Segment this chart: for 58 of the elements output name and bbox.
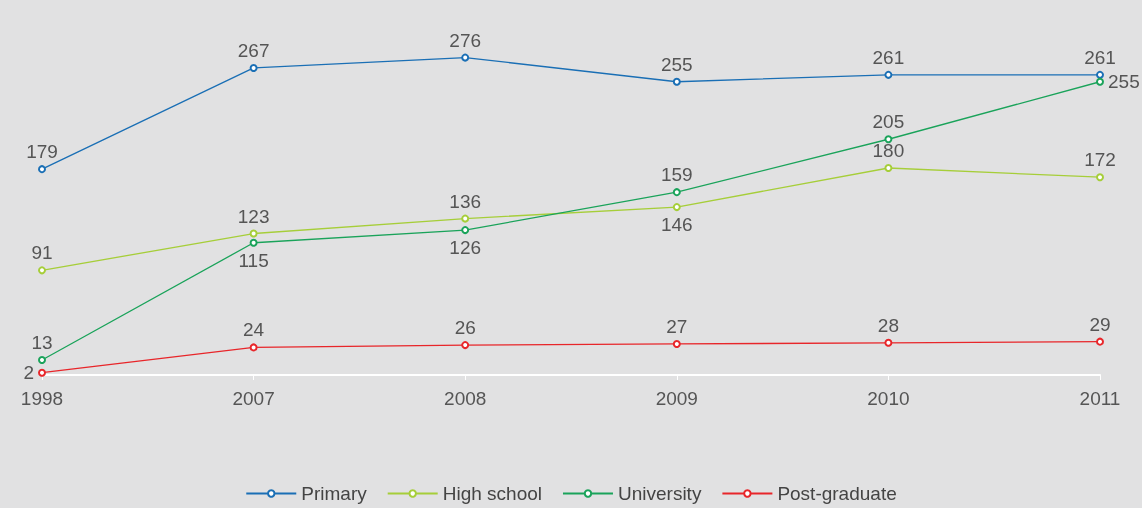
point [672, 77, 681, 86]
data-label: 24 [243, 319, 265, 341]
point [461, 214, 470, 223]
point [884, 338, 893, 347]
legend-label: High school [442, 483, 542, 504]
data-label: 13 [31, 332, 53, 354]
point [461, 226, 470, 235]
point [249, 229, 258, 238]
point [461, 341, 470, 350]
data-label: 255 [1108, 71, 1140, 93]
point [1096, 173, 1104, 182]
x-tick-label: 2009 [655, 388, 698, 409]
point [38, 266, 46, 275]
data-label: 255 [660, 53, 693, 75]
point [1096, 70, 1104, 79]
data-label: 159 [660, 164, 693, 186]
legend-label: University [617, 483, 702, 504]
x-tick-label: 2008 [444, 388, 487, 409]
point [672, 188, 681, 197]
x-tick-label: 1998 [20, 388, 64, 409]
point [884, 164, 893, 172]
point [249, 238, 258, 247]
point [38, 368, 46, 377]
point [461, 53, 470, 62]
data-label: 179 [26, 141, 58, 163]
legend-label: Post-graduate [777, 483, 897, 504]
x-tick-label: 2011 [1079, 388, 1121, 409]
point [38, 165, 46, 174]
data-label: 115 [238, 249, 269, 271]
x-tick-label: 2010 [867, 388, 910, 409]
data-label: 28 [877, 314, 899, 336]
point [249, 343, 258, 352]
point [884, 70, 893, 79]
data-label: 267 [237, 39, 270, 61]
data-label: 126 [449, 237, 482, 259]
point [672, 339, 681, 348]
data-label: 205 [872, 111, 905, 133]
data-label: 27 [666, 315, 688, 337]
data-label: 26 [454, 317, 476, 339]
data-label: 180 [872, 140, 905, 161]
data-label: 261 [872, 46, 905, 68]
x-tick-label: 2007 [232, 388, 275, 409]
point [1096, 337, 1104, 346]
point [1096, 77, 1104, 86]
data-label: 91 [31, 242, 53, 264]
legend-label: Primary [301, 483, 368, 504]
point [38, 356, 46, 365]
data-label: 261 [1084, 46, 1116, 68]
data-label: 136 [449, 190, 482, 212]
point [249, 63, 258, 72]
data-label: 2 [23, 362, 34, 384]
data-label: 276 [449, 29, 482, 51]
point [672, 203, 681, 212]
point [884, 135, 893, 144]
data-label: 172 [1084, 149, 1116, 171]
data-label: 146 [660, 214, 693, 236]
data-label: 123 [237, 205, 270, 227]
data-label: 29 [1089, 313, 1111, 335]
